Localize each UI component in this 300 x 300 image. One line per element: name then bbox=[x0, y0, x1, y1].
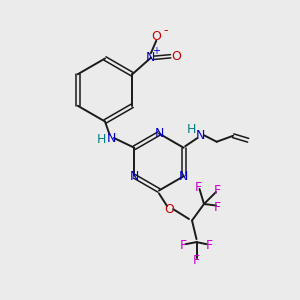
Text: N: N bbox=[106, 131, 116, 145]
Text: H: H bbox=[187, 123, 196, 136]
Text: H: H bbox=[97, 133, 106, 146]
Text: +: + bbox=[152, 46, 160, 56]
Text: F: F bbox=[194, 181, 202, 194]
Text: F: F bbox=[206, 239, 213, 252]
Text: N: N bbox=[196, 129, 205, 142]
Text: N: N bbox=[179, 170, 188, 183]
Text: F: F bbox=[193, 254, 200, 267]
Text: F: F bbox=[214, 200, 221, 214]
Text: -: - bbox=[164, 24, 168, 37]
Text: O: O bbox=[151, 30, 161, 43]
Text: O: O bbox=[172, 50, 182, 63]
Text: F: F bbox=[214, 184, 221, 197]
Text: N: N bbox=[130, 170, 139, 183]
Text: O: O bbox=[165, 202, 174, 216]
Text: F: F bbox=[179, 239, 187, 252]
Text: N: N bbox=[154, 127, 164, 140]
Text: N: N bbox=[146, 51, 156, 64]
